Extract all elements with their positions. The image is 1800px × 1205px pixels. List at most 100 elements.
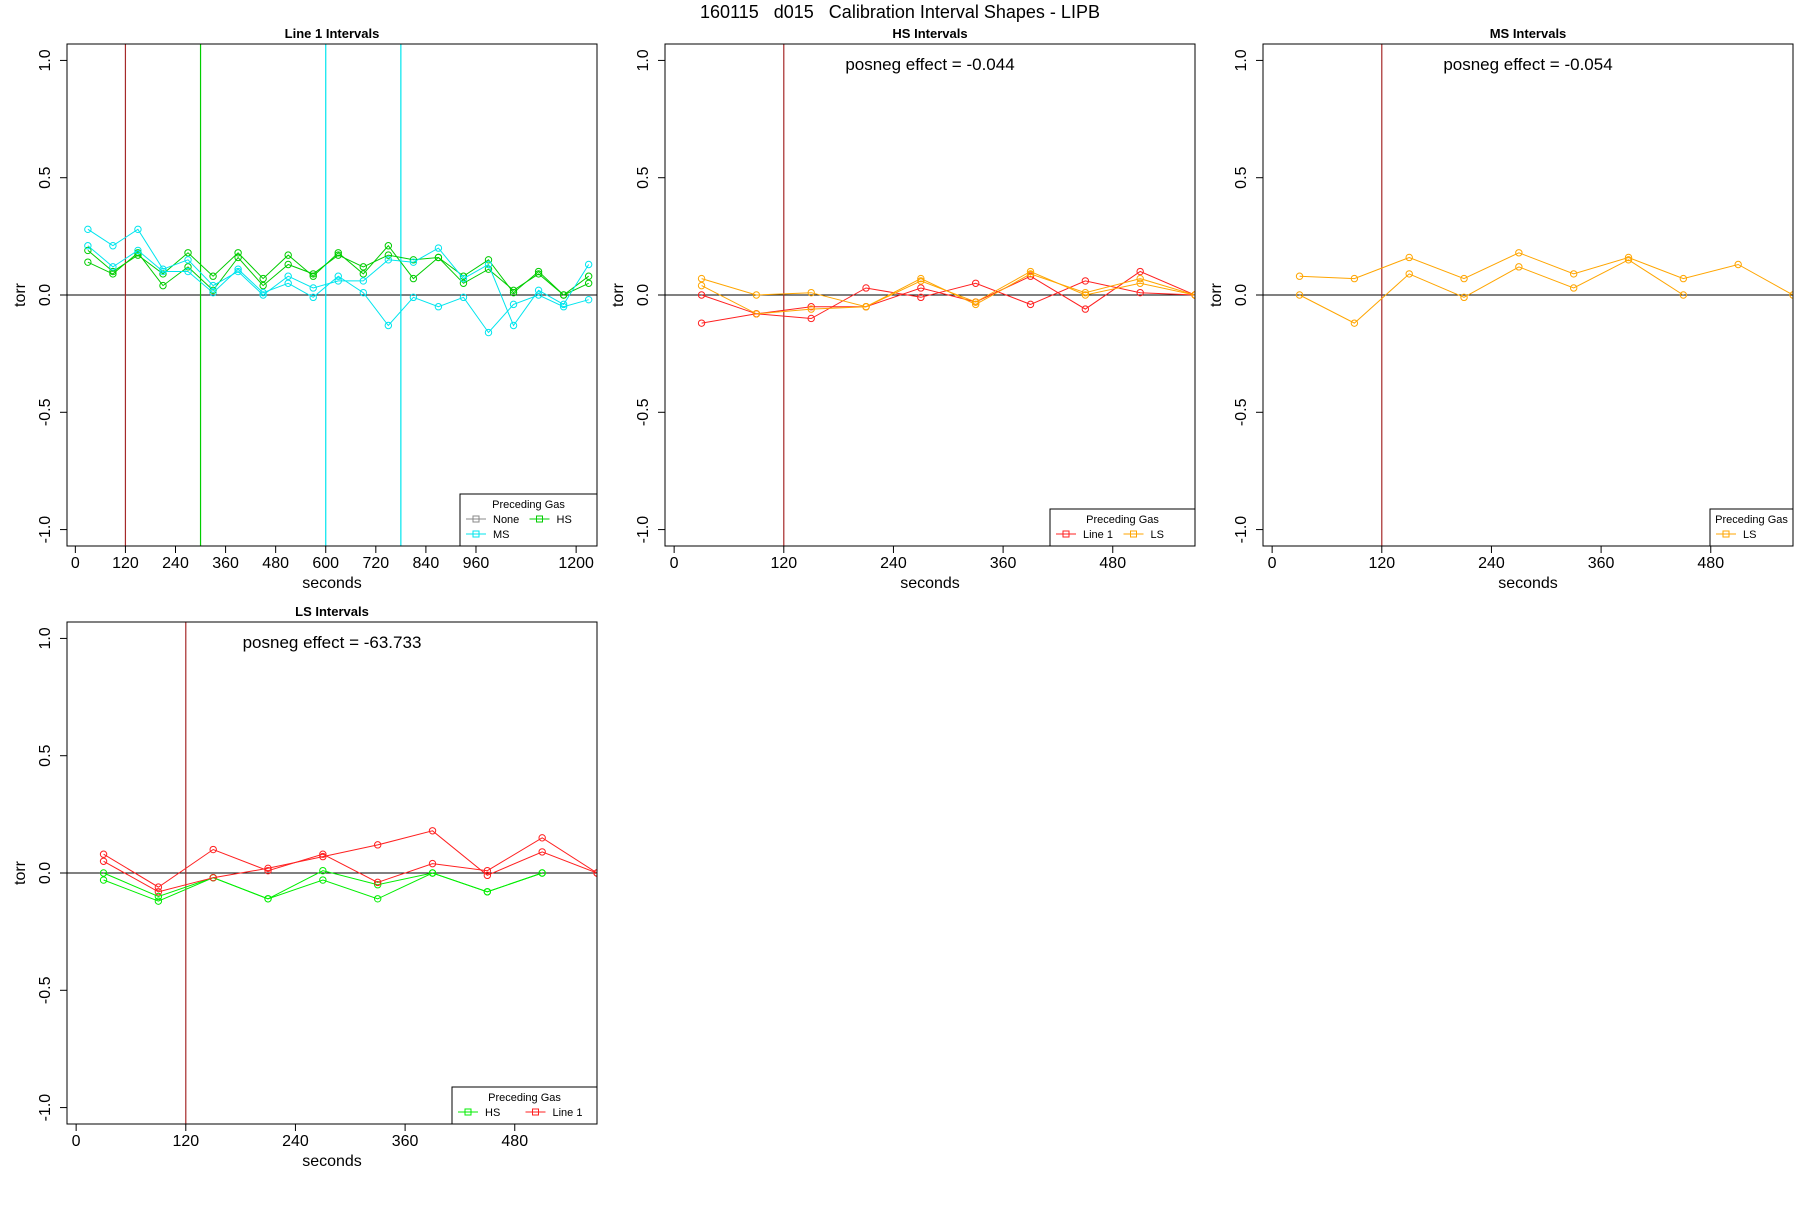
- x-tick-label: 120: [770, 555, 797, 572]
- y-tick-label: -1.0: [37, 1094, 54, 1122]
- data-point: [1569, 270, 1578, 278]
- legend-box: [451, 1086, 598, 1125]
- legend-box: [1709, 508, 1794, 547]
- data-point: [184, 263, 192, 271]
- data-point: [807, 314, 815, 323]
- legend-title: Preceding Gas: [1086, 514, 1159, 526]
- y-tick-label: -0.5: [37, 976, 54, 1004]
- data-point: [1624, 253, 1633, 262]
- posneg-annotation: posneg effect = -63.733: [243, 633, 422, 652]
- data-point: [1679, 274, 1688, 283]
- data-point: [559, 303, 568, 311]
- data-point: [1295, 272, 1304, 280]
- data-point: [159, 270, 167, 278]
- data-point: [862, 284, 870, 292]
- data-point: [373, 878, 382, 887]
- legend-entry-label: Line 1: [553, 1107, 583, 1119]
- data-point: [259, 281, 267, 290]
- y-tick-label: -0.5: [1233, 398, 1250, 426]
- data-point: [309, 272, 317, 280]
- data-point: [971, 298, 980, 306]
- x-tick-label: 120: [172, 1133, 199, 1150]
- data-point: [1136, 274, 1144, 283]
- y-tick-label: 1.0: [1233, 49, 1250, 71]
- x-tick-label: 480: [1697, 555, 1724, 572]
- x-tick-label: 840: [413, 555, 440, 572]
- legend: Preceding Gas None HS MS: [459, 493, 598, 547]
- data-point: [509, 321, 518, 330]
- data-point: [1624, 256, 1633, 264]
- legend: Preceding Gas LS: [1709, 508, 1794, 547]
- data-point: [409, 258, 418, 266]
- data-point: [584, 272, 593, 280]
- y-axis-label: torr: [12, 860, 29, 885]
- chart-panel-4: LS Intervals 0 120 240 360 480 seconds -1.0 -0.5…: [12, 604, 598, 1170]
- series-line: [87, 252, 589, 296]
- data-point: [1734, 260, 1742, 269]
- data-point: [971, 279, 980, 287]
- y-tick-label: -1.0: [37, 516, 54, 544]
- legend-swatch-marker: [472, 530, 480, 538]
- data-point: [1136, 288, 1144, 297]
- data-point: [84, 225, 92, 234]
- data-point: [752, 291, 761, 299]
- legend-entry-label: HS: [485, 1107, 500, 1119]
- y-tick-label: 0.0: [37, 862, 54, 884]
- data-point: [428, 859, 437, 868]
- legend-entry-label: LS: [1743, 529, 1756, 541]
- data-point: [1460, 274, 1468, 283]
- x-axis-label: seconds: [302, 575, 362, 592]
- data-point: [409, 293, 418, 302]
- data-point: [459, 293, 468, 302]
- data-point: [538, 834, 546, 842]
- data-point: [284, 279, 292, 287]
- data-point: [1081, 291, 1090, 299]
- legend-swatch-marker: [536, 515, 543, 523]
- data-point: [99, 869, 108, 877]
- x-tick-label: 360: [392, 1133, 419, 1150]
- data-point: [1789, 291, 1793, 299]
- series-line: [87, 244, 589, 296]
- data-point: [309, 293, 317, 302]
- data-point: [697, 274, 706, 283]
- data-point: [84, 246, 92, 255]
- data-point: [319, 852, 327, 861]
- data-point: [134, 225, 142, 234]
- y-tick-label: 0.5: [37, 166, 54, 188]
- data-point: [134, 246, 142, 255]
- data-point: [373, 895, 382, 903]
- data-point: [534, 291, 543, 299]
- data-point: [1295, 291, 1304, 299]
- data-point: [559, 300, 568, 309]
- y-tick-label: 1.0: [37, 627, 54, 649]
- x-tick-label: 240: [880, 555, 907, 572]
- x-tick-label: 720: [362, 555, 389, 572]
- data-point: [384, 321, 393, 330]
- data-point: [1350, 319, 1359, 327]
- y-tick-label: 1.0: [37, 49, 54, 71]
- posneg-annotation: posneg effect = -0.044: [845, 55, 1014, 74]
- data-point: [159, 267, 167, 276]
- panel-title: Line 1 Intervals: [285, 26, 380, 41]
- data-point: [159, 281, 167, 290]
- data-point: [584, 295, 593, 304]
- data-point: [484, 328, 493, 337]
- data-point: [319, 850, 327, 858]
- data-point: [284, 251, 292, 259]
- data-point: [534, 286, 543, 295]
- data-point: [917, 277, 925, 285]
- data-point: [584, 260, 593, 269]
- data-point: [509, 286, 518, 295]
- legend-swatch-marker: [1722, 530, 1730, 538]
- x-tick-label: 360: [990, 555, 1017, 572]
- data-point: [109, 270, 117, 278]
- data-point: [459, 274, 468, 283]
- legend-swatch-marker: [1062, 530, 1070, 538]
- x-tick-label: 0: [670, 555, 679, 572]
- data-point: [428, 869, 437, 877]
- data-point: [109, 263, 117, 271]
- x-tick-label: 480: [1099, 555, 1126, 572]
- x-tick-label: 240: [1478, 555, 1505, 572]
- data-point: [319, 876, 327, 884]
